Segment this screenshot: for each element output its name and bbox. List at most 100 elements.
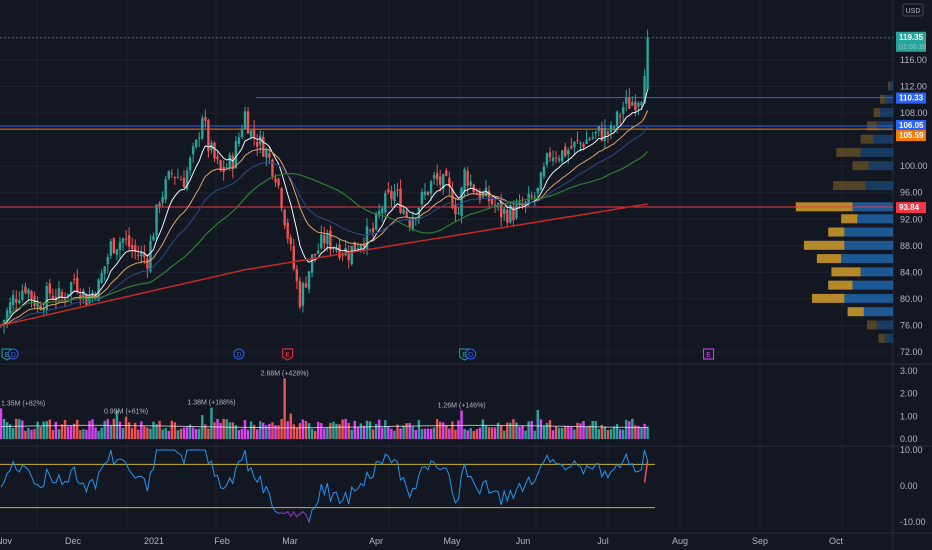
volume-profile-bar-down bbox=[844, 227, 893, 237]
candle-body bbox=[390, 190, 393, 200]
event-marker-earnings-upcoming[interactable]: E bbox=[703, 348, 715, 360]
candle-body bbox=[57, 288, 61, 298]
volume-bar bbox=[618, 429, 622, 439]
event-marker-dividend[interactable]: D bbox=[233, 348, 245, 360]
candle bbox=[393, 183, 396, 208]
candle bbox=[371, 222, 375, 240]
candle bbox=[625, 89, 628, 111]
candle bbox=[320, 225, 323, 251]
volume-bar bbox=[448, 428, 451, 439]
candle-body bbox=[51, 295, 55, 299]
candle-body bbox=[451, 188, 454, 208]
candle bbox=[188, 155, 192, 177]
candle bbox=[280, 186, 283, 212]
candle bbox=[198, 131, 201, 148]
price-axis-label: 116.00 bbox=[900, 55, 927, 65]
volume-bar bbox=[237, 430, 241, 439]
candle-body bbox=[323, 235, 326, 244]
currency-label: USD bbox=[906, 8, 921, 15]
candle-body bbox=[609, 125, 613, 132]
volume-bar bbox=[561, 427, 564, 439]
candle bbox=[164, 175, 167, 204]
volume-bar bbox=[405, 423, 408, 439]
candle-body bbox=[551, 157, 555, 161]
candle-body bbox=[411, 217, 414, 230]
candle-body bbox=[24, 286, 27, 293]
volume-bar bbox=[579, 423, 582, 439]
volume-bar bbox=[365, 420, 369, 439]
event-marker-earnings[interactable]: E bbox=[282, 348, 294, 361]
dividend-icon[interactable] bbox=[233, 348, 245, 360]
candle-body bbox=[368, 229, 372, 231]
candle-body bbox=[204, 116, 207, 121]
candle-body bbox=[634, 101, 637, 111]
volume-bar bbox=[545, 422, 549, 439]
volume-bar bbox=[149, 428, 152, 439]
volume-bar bbox=[533, 430, 536, 439]
candle bbox=[109, 238, 112, 260]
candle-body bbox=[18, 300, 21, 303]
volume-bar bbox=[466, 430, 469, 439]
candle-body bbox=[429, 181, 433, 194]
price-axis-label: 96.00 bbox=[900, 188, 923, 198]
price-tag-label: 93.84 bbox=[899, 203, 920, 212]
candle bbox=[292, 238, 295, 272]
candle-body bbox=[335, 248, 338, 251]
earnings-icon[interactable] bbox=[703, 348, 715, 360]
price-tag: 106.05 bbox=[896, 120, 926, 132]
volume-bar bbox=[567, 425, 570, 439]
price-axis[interactable]: 116.00 112.00 108.00 100.00 96.00 92.00 88.00 8… bbox=[900, 4, 928, 357]
candle bbox=[137, 245, 140, 261]
volume-bar bbox=[335, 423, 338, 439]
candle bbox=[158, 201, 161, 213]
candle bbox=[554, 150, 558, 164]
candle bbox=[73, 273, 76, 285]
candle-body bbox=[301, 283, 305, 306]
candle-body bbox=[423, 191, 427, 195]
volume-bar bbox=[109, 425, 112, 439]
candle-body bbox=[30, 290, 33, 299]
candle bbox=[609, 121, 613, 140]
volume-bar bbox=[615, 424, 619, 439]
currency-badge[interactable] bbox=[902, 3, 924, 17]
volume-bar bbox=[304, 421, 308, 439]
event-marker-dividend[interactable]: D bbox=[7, 348, 19, 360]
dividend-icon[interactable] bbox=[465, 348, 477, 360]
volume-bar bbox=[381, 427, 384, 439]
event-marker-dividend[interactable]: D bbox=[465, 348, 477, 360]
time-axis-label: May bbox=[443, 536, 461, 546]
candle-body bbox=[313, 253, 317, 256]
candle-body bbox=[195, 139, 198, 148]
candle-body bbox=[243, 111, 247, 129]
candle bbox=[191, 142, 195, 164]
candle-body bbox=[472, 184, 475, 193]
volume-bar bbox=[216, 418, 219, 439]
candle bbox=[490, 196, 494, 206]
volume-bar bbox=[487, 427, 491, 439]
earnings-icon[interactable] bbox=[282, 348, 294, 361]
candle bbox=[237, 132, 241, 147]
volume-bar bbox=[469, 428, 472, 439]
volume-bar bbox=[548, 420, 552, 439]
candle-body bbox=[317, 250, 320, 254]
volume-bar bbox=[204, 424, 207, 439]
candle bbox=[24, 282, 27, 295]
candle bbox=[362, 237, 366, 254]
candle bbox=[195, 139, 198, 150]
volume-bar bbox=[207, 428, 210, 439]
candle bbox=[646, 29, 649, 91]
time-axis-label: Mar bbox=[282, 536, 298, 546]
dividend-icon[interactable] bbox=[7, 348, 19, 360]
candle bbox=[60, 288, 64, 302]
volume-bar bbox=[66, 426, 70, 439]
volume-profile-bar-down bbox=[841, 254, 893, 264]
volume-bar bbox=[21, 420, 24, 439]
volume-bar bbox=[344, 418, 347, 439]
volume-axis-label: 2.00 bbox=[900, 389, 918, 399]
volume-bar bbox=[429, 428, 433, 439]
event-marker-label: D bbox=[468, 352, 473, 359]
candle-body bbox=[567, 150, 570, 155]
candle bbox=[597, 125, 600, 137]
price-tag: 119.35 01:00:39 bbox=[896, 31, 926, 52]
